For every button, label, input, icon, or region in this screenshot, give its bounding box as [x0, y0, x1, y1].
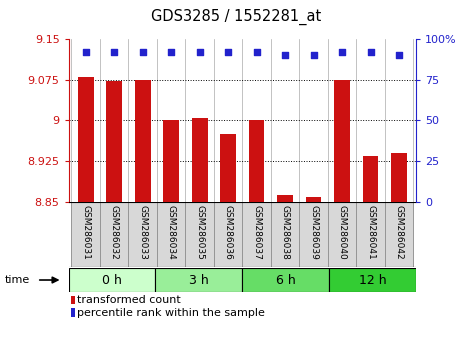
Text: 6 h: 6 h [276, 274, 296, 286]
Text: GSM286036: GSM286036 [224, 205, 233, 260]
Bar [185, 202, 214, 267]
Bar [192, 118, 208, 202]
Text: GSM286031: GSM286031 [81, 205, 90, 260]
Point [167, 49, 175, 55]
Bar [277, 195, 293, 202]
Text: 3 h: 3 h [189, 274, 209, 286]
Bar [243, 202, 271, 267]
Bar [71, 202, 100, 267]
Point [338, 49, 346, 55]
Bar [391, 153, 407, 202]
Bar [385, 202, 413, 267]
Text: GSM286038: GSM286038 [280, 205, 289, 260]
Point [196, 49, 203, 55]
Text: GSM286041: GSM286041 [366, 205, 375, 260]
Bar [100, 202, 129, 267]
Text: GSM286034: GSM286034 [166, 205, 175, 260]
Bar [328, 202, 356, 267]
Text: transformed count: transformed count [77, 295, 181, 305]
Bar [299, 202, 328, 267]
Point [253, 49, 261, 55]
Bar [129, 202, 157, 267]
Text: 12 h: 12 h [359, 274, 386, 286]
Text: GSM286033: GSM286033 [138, 205, 147, 260]
Text: GSM286042: GSM286042 [394, 205, 403, 260]
Text: GSM286040: GSM286040 [338, 205, 347, 260]
Bar [249, 120, 264, 202]
Bar [356, 202, 385, 267]
Text: 0 h: 0 h [102, 274, 122, 286]
Bar [156, 268, 243, 292]
Point [110, 49, 118, 55]
Bar [214, 202, 243, 267]
Bar [163, 120, 179, 202]
Text: GSM286039: GSM286039 [309, 205, 318, 260]
Text: percentile rank within the sample: percentile rank within the sample [77, 308, 265, 318]
Bar [243, 268, 329, 292]
Text: GSM286032: GSM286032 [110, 205, 119, 260]
Bar [271, 202, 299, 267]
Bar [78, 78, 94, 202]
Point [139, 49, 147, 55]
Text: GSM286035: GSM286035 [195, 205, 204, 260]
Bar [106, 81, 122, 202]
Bar [334, 80, 350, 202]
Point [224, 49, 232, 55]
Bar [220, 134, 236, 202]
Text: GSM286037: GSM286037 [252, 205, 261, 260]
Point [367, 49, 375, 55]
Bar [135, 80, 150, 202]
Point [281, 52, 289, 58]
Bar [363, 156, 378, 202]
Text: GDS3285 / 1552281_at: GDS3285 / 1552281_at [151, 9, 322, 25]
Bar [329, 268, 416, 292]
Text: time: time [5, 275, 30, 285]
Point [395, 52, 403, 58]
Point [82, 49, 89, 55]
Bar [157, 202, 185, 267]
Point [310, 52, 317, 58]
Bar [69, 268, 156, 292]
Bar [306, 198, 322, 202]
